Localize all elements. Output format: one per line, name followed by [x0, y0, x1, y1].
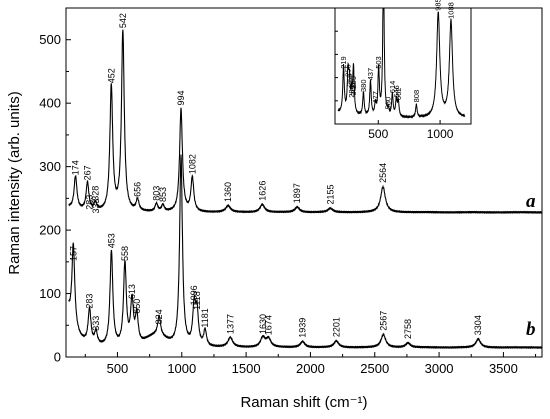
peak-label-b: 2201: [331, 317, 341, 337]
inset-peak-label: 646: [392, 85, 401, 98]
peak-label-b: 1674: [264, 315, 274, 335]
y-tick-label: 400: [39, 96, 61, 111]
inset-x-tick-label: 500: [368, 127, 388, 141]
peak-label-a: 803: [151, 186, 161, 201]
peak-label-a: 2155: [325, 184, 335, 204]
peak-label-b: 2567: [378, 311, 388, 331]
peak-label-b: 1939: [298, 318, 308, 338]
inset-x-tick-label: 1000: [427, 127, 454, 141]
inset-peak-label: 1088: [447, 2, 456, 19]
peak-label-b: 157: [68, 246, 78, 261]
peak-label-b: 333: [91, 316, 101, 331]
peak-label-b: 558: [120, 246, 130, 261]
peak-label-a: 174: [71, 160, 81, 175]
spectrum-line-a: [68, 29, 543, 215]
peak-label-a: 1082: [187, 154, 197, 174]
peak-label-b: 1377: [225, 314, 235, 334]
peak-annotation: 283: [85, 195, 95, 210]
inset-frame: [334, 7, 472, 125]
peak-label-a: 853: [158, 187, 168, 202]
inset-peak-label: 662: [394, 88, 403, 101]
y-tick-label: 200: [39, 223, 61, 238]
inset-curve-group: [337, 7, 466, 119]
peak-annotation: 333: [91, 198, 101, 213]
peak-label-a: 1360: [223, 182, 233, 202]
peak-label-a: 2564: [378, 163, 388, 183]
x-tick-label: 2500: [360, 361, 389, 376]
inset-peak-label: 477: [371, 91, 380, 104]
inset-peak-label: 614: [388, 81, 397, 94]
inset-peak-label: 299: [349, 76, 358, 89]
inset-peak-label: 380: [359, 79, 368, 92]
peak-label-b: 453: [106, 233, 116, 248]
x-tick-label: 1500: [232, 361, 261, 376]
y-tick-label: 0: [54, 350, 61, 365]
y-tick-label: 500: [39, 32, 61, 47]
peak-label-b: 1096: [189, 285, 199, 305]
inset-peak-label: 437: [366, 68, 375, 81]
x-tick-label: 1000: [167, 361, 196, 376]
inset-peak-label: 580: [384, 97, 393, 110]
inset-peak-label: 266: [345, 74, 354, 87]
x-tick-label: 3000: [425, 361, 454, 376]
inset-peak-label: 503: [374, 56, 383, 69]
inset-peak-label: 284: [347, 85, 356, 98]
peak-label-a: 1897: [292, 183, 302, 203]
inset-spectrum-line: [337, 7, 466, 119]
inset-peak-label: 985: [434, 0, 443, 11]
peak-label-b: 1630: [258, 314, 268, 334]
peak-label-a: 656: [133, 182, 143, 197]
peak-label-b: 613: [127, 284, 137, 299]
curves-group: [68, 29, 543, 350]
peak-label-b: 1118: [192, 291, 202, 310]
axes-group: 500 1000 1500 2000 2500 3000 3500 0 100 200 300 400…: [39, 32, 537, 376]
peak-label-b: 650: [132, 299, 142, 314]
peak-label-a: 1626: [257, 181, 267, 201]
inset-peak-label: 255: [344, 64, 353, 77]
inset-peak-label: 300: [349, 83, 358, 96]
peak-label-b: 3304: [473, 315, 483, 335]
peak-label-a: 994: [176, 90, 186, 105]
x-tick-label: 3500: [489, 361, 518, 376]
x-axis-title: Raman shift (cm⁻¹): [240, 394, 367, 411]
curve-label-b: b: [526, 319, 536, 340]
y-tick-label: 300: [39, 159, 61, 174]
y-axis-title: Raman intensity (arb. units): [6, 91, 23, 274]
peak-label-a: 267: [83, 165, 93, 180]
peak-label-b: 1181: [200, 308, 210, 327]
peak-label-b: 824: [154, 309, 164, 324]
curve-label-a: a: [526, 191, 536, 212]
peak-label-a: 542: [118, 13, 128, 28]
inset-peak-label: 219: [339, 56, 348, 69]
inset-peak-label: 808: [412, 90, 421, 103]
inset-axes-group: 500 1000: [335, 30, 454, 141]
x-tick-label: 2000: [296, 361, 325, 376]
plot-frame: [65, 7, 543, 358]
peak-label-b: 283: [85, 294, 95, 309]
peak-label-a: 328: [90, 186, 100, 201]
peak-label-b: 2758: [403, 319, 413, 339]
spectrum-line-b: [68, 154, 543, 350]
peak-label-a: 452: [106, 68, 116, 83]
y-tick-label: 100: [39, 286, 61, 301]
x-tick-label: 500: [107, 361, 129, 376]
